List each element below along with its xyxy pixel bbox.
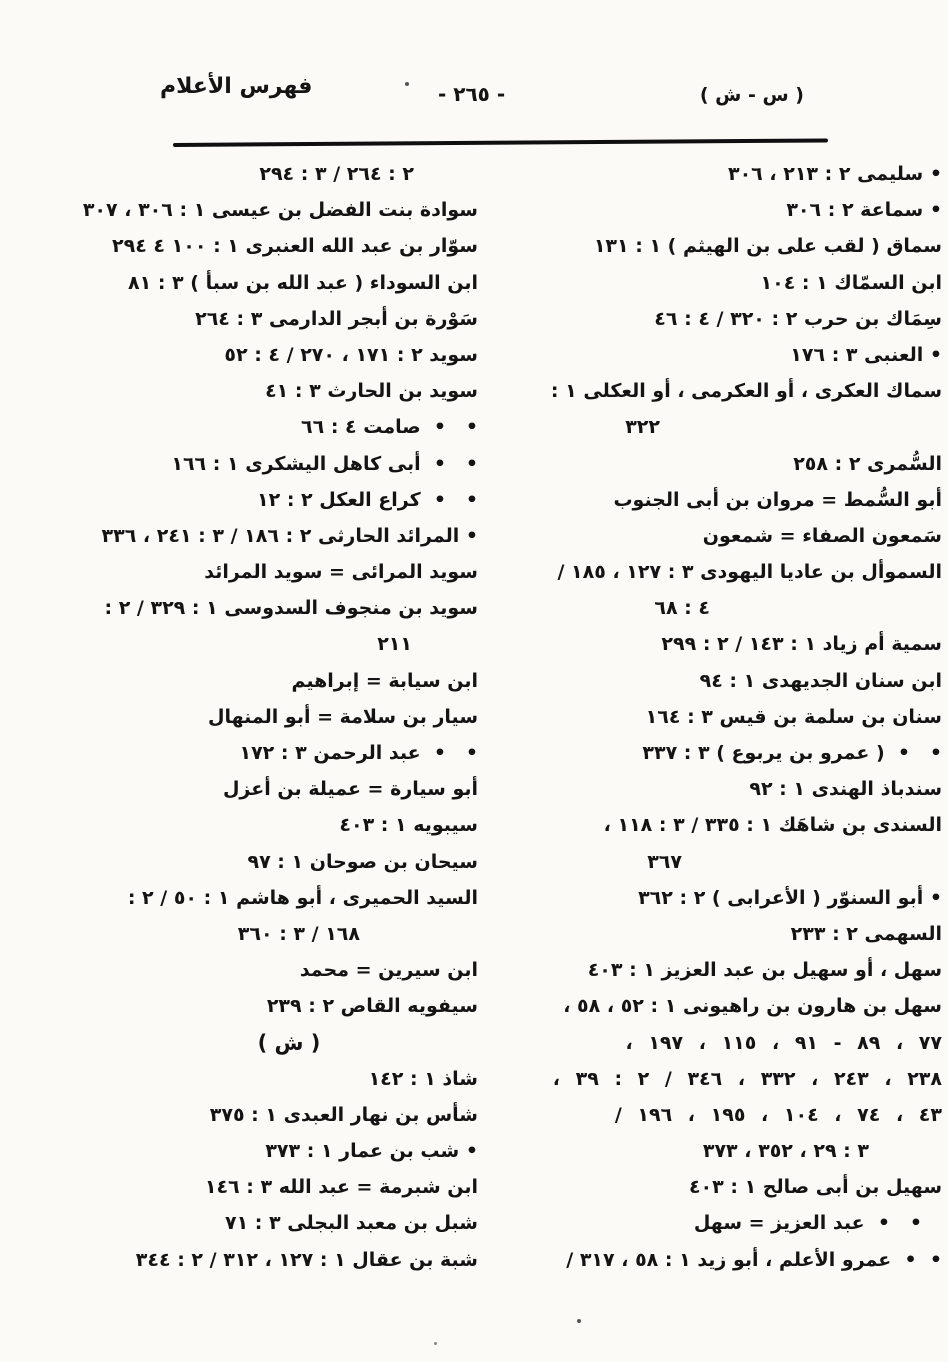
index-entry: سندباذ الهندى ١ : ٩٢ [749,778,942,801]
index-entry: شاذ ١ : ١٤٢ [368,1067,478,1090]
index-entry: • سماعة ٢ : ٣٠٦ [786,199,942,222]
index-entry: • أبو السنوّر ( الأعرابى ) ٢ : ٣٦٢ [638,886,942,909]
index-entry: ابن سيابة = إبراهيم [291,669,478,692]
index-entry: السهمى ٢ : ٢٣٣ [790,922,942,945]
index-entry: سنان بن سلمة بن قيس ٣ : ١٦٤ [645,705,942,728]
index-entry: ٤ : ٦٨ [654,597,710,620]
index-entry: • • صامت ٤ : ٦٦ [301,416,478,439]
index-entry: سوادة بنت الفضل بن عيسى ١ : ٣٠٦ ، ٣٠٧ [82,199,478,222]
index-entry: سهل بن هارون بن راهيونى ١ : ٥٢ ، ٥٨ ، [563,995,942,1018]
index-entry: • • كراع العكل ٢ : ١٢ [257,488,478,511]
index-entry: • • ( عمرو بن يربوع ) ٣ : ٣٣٧ [642,742,942,764]
index-entry: ابن السوداء ( عبد الله بن سبأ ) ٣ : ٨١ [128,271,478,294]
index-entry: سيحان بن صوحان ١ : ٩٧ [247,850,478,873]
index-entry: السيد الحميرى ، أبو هاشم ١ : ٥٠ / ٢ : [127,886,478,909]
index-entry: شأس بن نهار العبدى ١ : ٣٧٥ [209,1103,478,1126]
index-entry: • شب بن عمار ١ : ٣٧٣ [265,1140,478,1163]
index-entry: سماك العكرى ، أو العكرمى ، أو العكلى ١ : [550,380,942,403]
index-entry: ٢٣٨ ، ٢٤٣ ، ٣٣٢ ، ٣٤٦ / ٢ : ٣٩ ، [552,1067,942,1090]
column-right: • سليمى ٢ : ٢١٣ ، ٣٠٦ • سماعة ٢ : ٣٠٦ سماق… [505,156,942,1278]
index-entry: • سليمى ٢ : ٢١٣ ، ٣٠٦ [727,163,942,185]
index-entry: • العنبى ٣ : ١٧٦ [790,343,942,366]
index-title: فهرس الأعلام [160,74,313,99]
index-entry: سماق ( لقب على بن الهيثم ) ١ : ١٣١ [593,235,942,258]
scan-speck [434,1342,437,1345]
index-entry: ابن سيرين = محمد [299,959,478,982]
index-entry: أبو السُّمط = مروان بن أبى الجنوب [613,488,942,511]
index-entry: سهيل بن أبى صالح ١ : ٤٠٣ [688,1176,942,1199]
index-entry: ٧٧ ، ٨٩ - ٩١ ، ١١٥ ، ١٩٧ ، [625,1031,942,1054]
index-entry: ٢١١ [377,633,412,656]
page-number: - ٢٦٥ - [438,82,506,106]
index-entry: سويد بن الحارث ٣ : ٤١ [265,380,478,403]
index-entry: ابن السمّاك ١ : ١٠٤ [760,271,942,294]
index-entry: شبة بن عقال ١ : ١٢٧ ، ٣١٢ / ٢ : ٣٤٤ [135,1248,478,1271]
index-entry: ٣٢٢ [625,416,660,439]
index-entry: • • عبد الرحمن ٣ : ١٧٢ [239,742,478,764]
index-entry: • • عمرو الأعلم ، أبو زيد ١ : ٥٨ ، ٣١٧ / [566,1248,942,1271]
index-entry: ابن سنان الجديهدى ١ : ٩٤ [699,669,942,692]
index-entry: سِمَاك بن حرب ٢ : ٣٢٠ / ٤ : ٤٦ [654,307,942,330]
index-entry: • • عبد العزيز = سهل [693,1212,922,1235]
index-entry: ٣ : ٢٩ ، ٣٥٢ ، ٣٧٣ [702,1140,869,1163]
index-entry: ابن شبرمة = عبد الله ٣ : ١٤٦ [204,1176,478,1199]
section-range: ( س - ش ) [699,84,804,106]
index-entry: ٢ : ٢٦٤ / ٣ : ٢٩٤ [259,163,414,185]
index-entry: سَمعون الصفاء = شمعون [702,524,942,547]
index-entry: • المرائد الحارثى ٢ : ١٨٦ / ٣ : ٢٤١ ، ٣٣… [101,524,478,547]
index-entry: سويد ٢ : ١٧١ ، ٢٧٠ / ٤ : ٥٢ [224,343,478,366]
column-left: ٢ : ٢٦٤ / ٣ : ٢٩٤ سوادة بنت الفضل بن عيسى… [82,156,478,1278]
index-entry: سويد المرائى = سويد المرائد [204,561,478,584]
divider-rule [172,138,828,147]
index-entry: أبو سيارة = عميلة بن أعزل [222,778,478,801]
index-entry: سهل ، أو سهيل بن عبد العزيز ١ : ٤٠٣ [587,959,942,982]
index-entry: • • أبى كاهل اليشكرى ١ : ١٦٦ [171,452,478,475]
index-entry: سويد بن منجوف السدوسى ١ : ٣٢٩ / ٢ : [104,597,478,620]
index-entry: سيبويه ١ : ٤٠٣ [339,814,478,837]
index-entry: سوّار بن عبد الله العنبرى ١ : ١٠٠ ٤ ٢٩٤ [112,235,478,258]
index-entry: ١٦٨ / ٣ : ٣٦٠ [237,922,360,945]
section-heading: ( ش ) [257,1030,321,1055]
index-entry: ٤٣ ، ٧٤ ، ١٠٤ ، ١٩٥ ، ١٩٦ / [614,1103,942,1126]
scan-speck [405,82,409,86]
index-entry: سَوْرة بن أبجر الدارمى ٣ : ٢٦٤ [195,307,478,330]
index-entry: السموأل بن عاديا اليهودى ٣ : ١٢٧ ، ١٨٥ / [557,561,942,584]
index-entry: سمية أم زياد ١ : ١٤٣ / ٢ : ٢٩٩ [661,633,942,656]
index-entry: سيار بن سلامة = أبو المنهال [208,705,478,728]
index-entry: شبل بن معبد البجلى ٣ : ٧١ [224,1212,478,1235]
scan-speck [577,1319,581,1323]
index-entry: السُّمرى ٢ : ٢٥٨ [793,452,942,475]
index-entry: ٣٦٧ [647,850,682,873]
index-entry: سيفويه القاص ٢ : ٢٣٩ [266,995,478,1018]
index-entry: السندى بن شاهَك ١ : ٣٣٥ / ٣ : ١١٨ ، [603,814,942,837]
